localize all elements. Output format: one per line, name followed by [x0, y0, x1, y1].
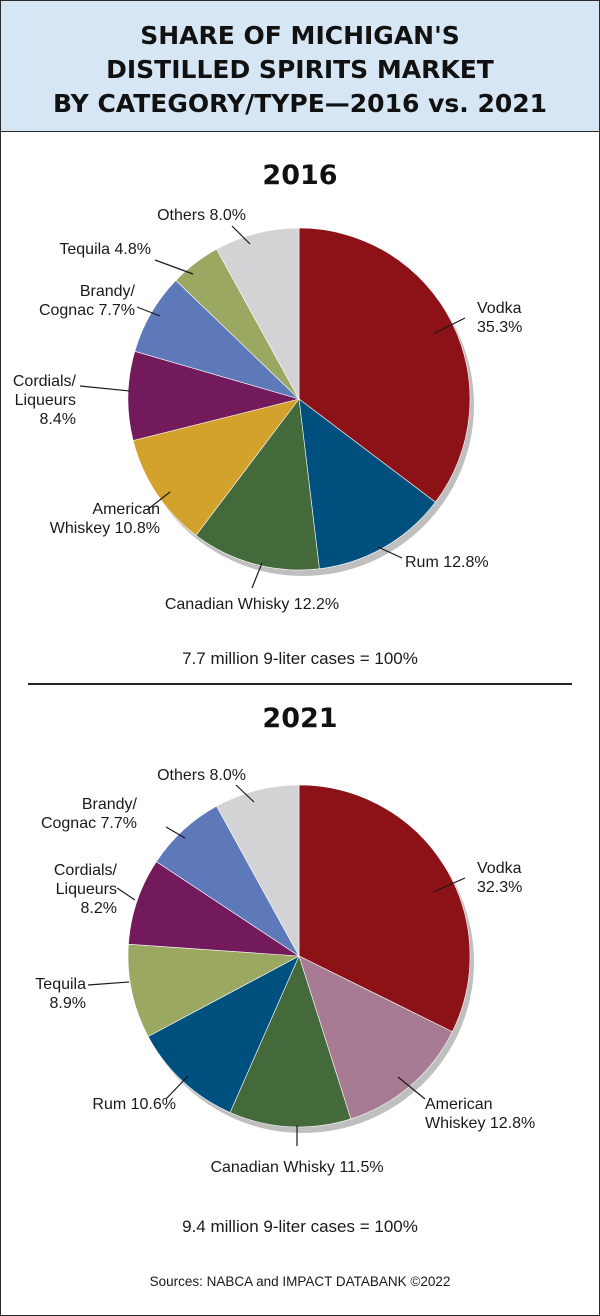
slice-label-rum: Rum 12.8% [405, 554, 489, 571]
section-divider [28, 683, 572, 685]
slice-label-tequila: Tequila 8.9% [35, 976, 86, 1012]
leader-line-tequila [88, 982, 129, 985]
chart-2021-total: 9.4 million 9-liter cases = 100% [0, 1217, 600, 1237]
title-line-3: BY CATEGORY/TYPE—2016 vs. 2021 [1, 89, 599, 118]
pie-chart-2016: Vodka 35.3% Rum 12.8% Canadian Whisky 12.2%… [0, 180, 600, 660]
leader-line-cordials-liqueurs [80, 386, 130, 391]
slice-label-others: Others 8.0% [157, 207, 246, 224]
title-line-1: SHARE OF MICHIGAN'S [1, 21, 599, 50]
chart-2016-total: 7.7 million 9-liter cases = 100% [0, 649, 600, 669]
slice-label-canadian-whisky: Canadian Whisky 12.2% [165, 596, 339, 613]
chart-2021-title: 2021 [0, 703, 600, 734]
slice-label-cordials-liqueurs: Cordials/Liqueurs 8.4% [13, 373, 77, 428]
source-note: Sources: NABCA and IMPACT DATABANK ©2022 [0, 1274, 600, 1289]
slice-label-vodka: Vodka 35.3% [477, 300, 522, 336]
title-line-2: DISTILLED SPIRITS MARKET [1, 55, 599, 84]
slice-label-brandy-cognac: Brandy/Cognac 7.7% [41, 796, 138, 832]
pie-chart-2021: Vodka 32.3% American Whiskey 12.8% Canadian … [0, 740, 600, 1220]
leader-line-cordials-liqueurs [117, 888, 135, 900]
slice-label-american-whiskey: American Whiskey 10.8% [50, 501, 160, 537]
slice-label-canadian-whisky: Canadian Whisky 11.5% [210, 1159, 383, 1176]
slice-label-rum: Rum 10.6% [92, 1096, 176, 1113]
leader-line-tequila [155, 260, 193, 274]
title-banner: SHARE OF MICHIGAN'S DISTILLED SPIRITS MA… [1, 1, 599, 132]
slice-label-others: Others 8.0% [157, 767, 246, 784]
slice-label-american-whiskey: American Whiskey 12.8% [425, 1096, 535, 1132]
slice-label-tequila: Tequila 4.8% [59, 241, 151, 258]
slice-label-cordials-liqueurs: Cordials/Liqueurs 8.2% [54, 862, 118, 917]
slice-label-brandy-cognac: Brandy/Cognac 7.7% [39, 283, 136, 319]
slice-label-vodka: Vodka 32.3% [477, 860, 522, 896]
